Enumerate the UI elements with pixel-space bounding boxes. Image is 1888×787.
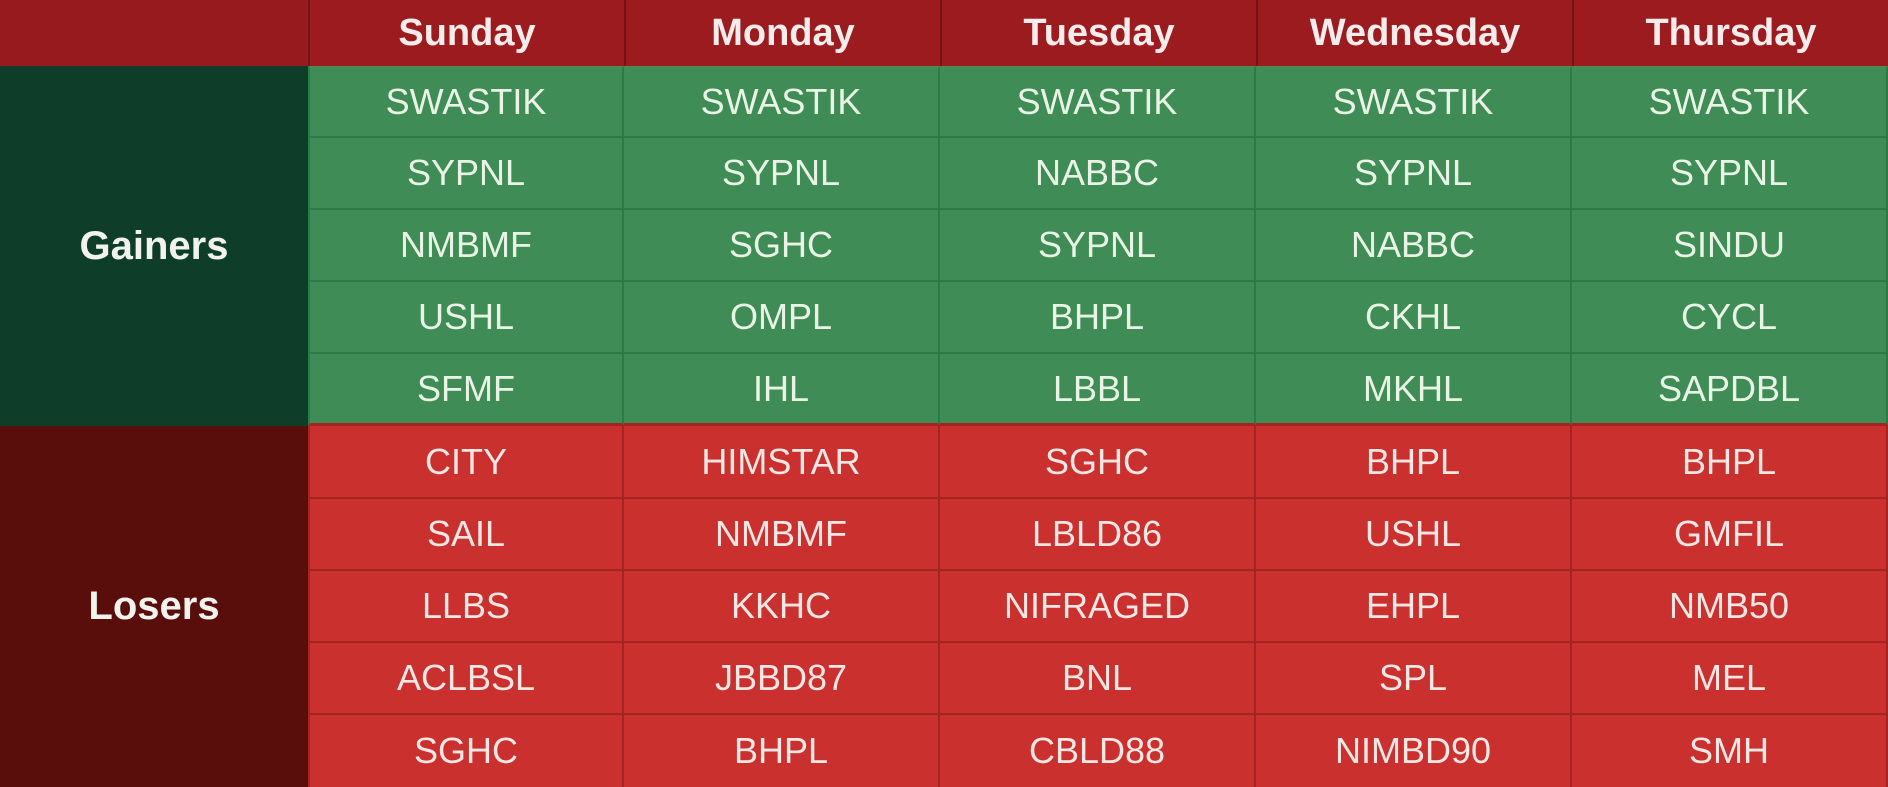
ticker-cell: NABBC — [940, 138, 1256, 211]
ticker-cell: NMB50 — [1572, 570, 1888, 643]
ticker-cell: SWASTIK — [624, 66, 940, 139]
ticker-cell: OMPL — [624, 282, 940, 355]
ticker-cell: BHPL — [1256, 426, 1572, 499]
ticker-cell: SAIL — [308, 498, 624, 571]
ticker-cell: BNL — [940, 642, 1256, 715]
ticker-cell: NMBMF — [624, 498, 940, 571]
ticker-cell: SMH — [1572, 714, 1888, 787]
ticker-cell: SYPNL — [624, 138, 940, 211]
ticker-cell: USHL — [308, 282, 624, 355]
ticker-cell: BHPL — [624, 714, 940, 787]
ticker-cell: SWASTIK — [1572, 66, 1888, 139]
ticker-cell: NIFRAGED — [940, 570, 1256, 643]
ticker-cell: SWASTIK — [308, 66, 624, 139]
gainers-label: Gainers — [0, 66, 308, 427]
ticker-cell: NMBMF — [308, 210, 624, 283]
ticker-cell: LBLD86 — [940, 498, 1256, 571]
ticker-cell: BHPL — [940, 282, 1256, 355]
losers-label: Losers — [0, 426, 308, 787]
ticker-cell: SPL — [1256, 642, 1572, 715]
ticker-cell: SAPDBL — [1572, 354, 1888, 427]
corner-cell — [0, 0, 308, 66]
ticker-cell: SGHC — [308, 714, 624, 787]
ticker-cell: SINDU — [1572, 210, 1888, 283]
ticker-cell: CKHL — [1256, 282, 1572, 355]
ticker-cell: BHPL — [1572, 426, 1888, 499]
ticker-cell: NABBC — [1256, 210, 1572, 283]
header-wednesday: Wednesday — [1256, 0, 1572, 66]
ticker-cell: CYCL — [1572, 282, 1888, 355]
ticker-cell: EHPL — [1256, 570, 1572, 643]
ticker-cell: SWASTIK — [1256, 66, 1572, 139]
ticker-cell: USHL — [1256, 498, 1572, 571]
ticker-cell: JBBD87 — [624, 642, 940, 715]
ticker-cell: MKHL — [1256, 354, 1572, 427]
ticker-cell: HIMSTAR — [624, 426, 940, 499]
ticker-cell: SWASTIK — [940, 66, 1256, 139]
ticker-cell: LBBL — [940, 354, 1256, 427]
header-monday: Monday — [624, 0, 940, 66]
ticker-cell: LLBS — [308, 570, 624, 643]
header-sunday: Sunday — [308, 0, 624, 66]
header-thursday: Thursday — [1572, 0, 1888, 66]
ticker-cell: SGHC — [940, 426, 1256, 499]
ticker-cell: SYPNL — [1256, 138, 1572, 211]
ticker-cell: NIMBD90 — [1256, 714, 1572, 787]
ticker-cell: ACLBSL — [308, 642, 624, 715]
ticker-cell: SFMF — [308, 354, 624, 427]
ticker-cell: SGHC — [624, 210, 940, 283]
ticker-cell: KKHC — [624, 570, 940, 643]
ticker-cell: IHL — [624, 354, 940, 427]
ticker-cell: SYPNL — [1572, 138, 1888, 211]
ticker-cell: MEL — [1572, 642, 1888, 715]
header-tuesday: Tuesday — [940, 0, 1256, 66]
ticker-cell: SYPNL — [940, 210, 1256, 283]
ticker-cell: CBLD88 — [940, 714, 1256, 787]
ticker-cell: CITY — [308, 426, 624, 499]
ticker-cell: GMFIL — [1572, 498, 1888, 571]
ticker-cell: SYPNL — [308, 138, 624, 211]
